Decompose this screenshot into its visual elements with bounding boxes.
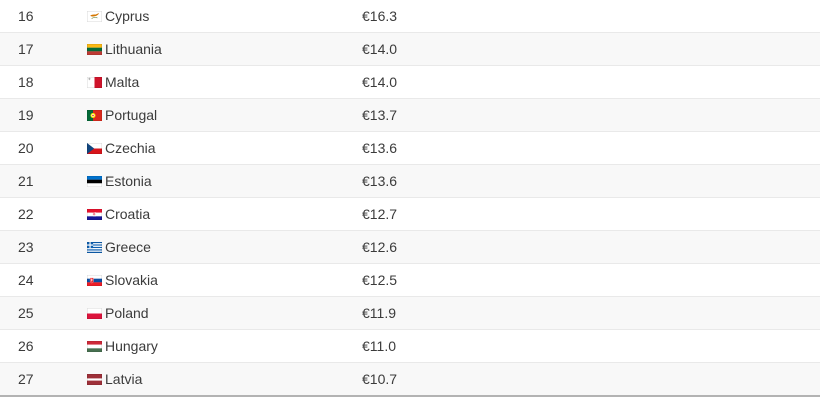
table-row: 24 Slovakia €12.5 — [0, 264, 820, 297]
country-cell: Slovakia — [87, 272, 362, 288]
rank-cell: 26 — [18, 338, 34, 354]
price-cell: €12.6 — [362, 239, 398, 255]
flag-czechia-icon — [87, 142, 102, 154]
country-cell: Malta — [87, 74, 362, 90]
table-row: 21 Estonia €13.6 — [0, 165, 820, 198]
rank-cell: 23 — [18, 239, 34, 255]
country-name: Malta — [105, 74, 140, 90]
country-cell: Poland — [87, 305, 362, 321]
country-cell: Greece — [87, 239, 362, 255]
flag-croatia-icon — [87, 208, 102, 220]
flag-cyprus-icon — [87, 10, 102, 22]
country-cell: Lithuania — [87, 41, 362, 57]
flag-malta-icon — [87, 76, 102, 88]
rank-cell: 20 — [18, 140, 34, 156]
country-name: Czechia — [105, 140, 156, 156]
table-row: 23 Greece €12.6 — [0, 231, 820, 264]
flag-estonia-icon — [87, 175, 102, 187]
country-cell: Portugal — [87, 107, 362, 123]
country-name: Hungary — [105, 338, 158, 354]
price-cell: €13.6 — [362, 173, 398, 189]
country-name: Slovakia — [105, 272, 158, 288]
country-name: Latvia — [105, 371, 143, 387]
price-cell: €10.7 — [362, 371, 398, 387]
country-cell: Hungary — [87, 338, 362, 354]
table-row: 20 Czechia €13.6 — [0, 132, 820, 165]
country-cell: Croatia — [87, 206, 362, 222]
price-cell: €11.0 — [362, 338, 396, 354]
flag-lithuania-icon — [87, 43, 102, 55]
table-row: 19 Portugal €13.7 — [0, 99, 820, 132]
price-cell: €14.0 — [362, 74, 398, 90]
flag-latvia-icon — [87, 373, 102, 385]
country-name: Estonia — [105, 173, 152, 189]
flag-slovakia-icon — [87, 274, 102, 286]
flag-poland-icon — [87, 307, 102, 319]
price-cell: €12.5 — [362, 272, 398, 288]
country-cell: Latvia — [87, 371, 362, 387]
country-cell: Cyprus — [87, 8, 362, 24]
rank-cell: 24 — [18, 272, 34, 288]
table-row: 26 Hungary €11.0 — [0, 330, 820, 363]
price-cell: €14.0 — [362, 41, 398, 57]
country-name: Croatia — [105, 206, 151, 222]
country-cell: Czechia — [87, 140, 362, 156]
flag-greece-icon — [87, 241, 102, 253]
country-name: Lithuania — [105, 41, 162, 57]
rank-cell: 25 — [18, 305, 34, 321]
rank-cell: 22 — [18, 206, 34, 222]
table-row: 27 Latvia €10.7 — [0, 363, 820, 395]
price-cell: €11.9 — [362, 305, 396, 321]
table-row: 22 Croatia €12.7 — [0, 198, 820, 231]
country-name: Cyprus — [105, 8, 150, 24]
rank-cell: 21 — [18, 173, 34, 189]
table-row: 17 Lithuania €14.0 — [0, 33, 820, 66]
rank-cell: 27 — [18, 371, 34, 387]
flag-hungary-icon — [87, 340, 102, 352]
table-row: 18 Malta €14.0 — [0, 66, 820, 99]
rank-cell: 19 — [18, 107, 34, 123]
country-name: Poland — [105, 305, 149, 321]
country-name: Portugal — [105, 107, 158, 123]
rank-cell: 17 — [18, 41, 34, 57]
country-name: Greece — [105, 239, 151, 255]
rank-cell: 18 — [18, 74, 34, 90]
price-cell: €12.7 — [362, 206, 398, 222]
table-row: 25 Poland €11.9 — [0, 297, 820, 330]
table-row: 16 Cyprus €16.3 — [0, 0, 820, 33]
country-cell: Estonia — [87, 173, 362, 189]
price-cell: €13.6 — [362, 140, 398, 156]
rank-cell: 16 — [18, 8, 34, 24]
price-cell: €13.7 — [362, 107, 398, 123]
price-cell: €16.3 — [362, 8, 398, 24]
flag-portugal-icon — [87, 109, 102, 121]
